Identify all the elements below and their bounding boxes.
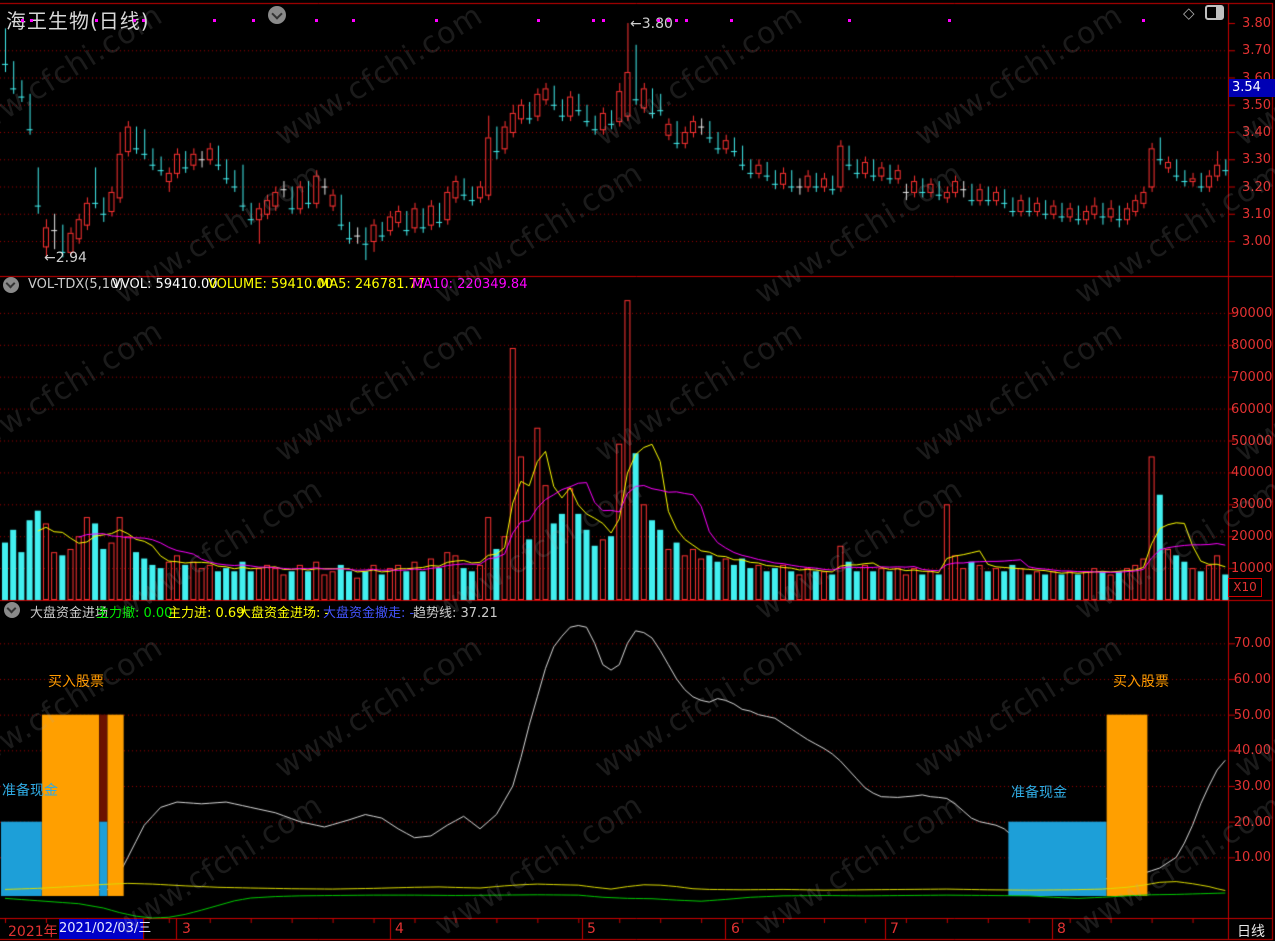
month-label-3: 3: [182, 921, 191, 937]
price-axis-label: 3.70: [1242, 43, 1271, 59]
fund-axis-label: 30.00: [1233, 778, 1271, 794]
price-axis-label: 3.80: [1242, 16, 1271, 31]
price-axis-label: 3.50: [1242, 97, 1271, 113]
volume-axis-label: 10000: [1231, 561, 1273, 577]
fund-axis-label: 20.00: [1233, 814, 1271, 830]
cash-signal-label-right: 准备现金: [1011, 785, 1067, 801]
volume-axis-label: 40000: [1231, 465, 1273, 481]
volume-axis-label: 20000: [1231, 529, 1273, 545]
month-label-5: 5: [587, 921, 596, 937]
signal-dot: [142, 19, 145, 22]
period-label[interactable]: 日线: [1237, 924, 1265, 940]
vol-header-field-0: VOL-TDX(5,10): [28, 277, 124, 292]
last-price-box: 3.54: [1229, 79, 1275, 97]
split-window-icon[interactable]: [1205, 5, 1224, 20]
fund-header-field-2: 主力进: 0.69: [168, 606, 245, 621]
volume-axis-label: 80000: [1231, 337, 1273, 353]
signal-dot: [537, 19, 540, 22]
split-window-icon-fill: [1216, 7, 1222, 18]
fund-collapse-button[interactable]: [4, 602, 20, 618]
signal-dot: [435, 19, 438, 22]
vol-header-field-3: MA5: 246781.77: [318, 277, 426, 292]
volume-axis-label: 70000: [1231, 369, 1273, 385]
price-axis-label: 3.30: [1242, 152, 1271, 168]
volume-axis-label: 90000: [1231, 305, 1273, 321]
month-label-4: 4: [395, 921, 404, 937]
signal-dot: [21, 19, 24, 22]
signal-dot: [848, 19, 851, 22]
fund-indicator-header: 大盘资金进场 主力撤: 0.00 主力进: 0.69 大盘资金进场: - 大盘资金撤走:…: [0, 602, 1228, 621]
signal-dot: [352, 19, 355, 22]
chevron-down-icon: [5, 278, 16, 289]
fund-axis-label: 40.00: [1233, 743, 1271, 759]
price-axis-label: 3.00: [1242, 234, 1271, 249]
month-label-7: 7: [890, 921, 899, 937]
price-axis-label: 3.20: [1242, 179, 1271, 195]
buy-signal-label-right: 买入股票: [1113, 674, 1169, 690]
signal-dot: [667, 19, 670, 22]
chevron-down-icon: [271, 8, 283, 20]
fund-axis-label: 10.00: [1233, 850, 1271, 866]
fund-axis-label: 50.00: [1233, 707, 1271, 723]
signal-dot: [133, 19, 136, 22]
month-label-6: 6: [731, 921, 740, 937]
diamond-icon[interactable]: ◇: [1183, 4, 1195, 22]
price-axis-label: 3.10: [1242, 206, 1271, 222]
signal-dot: [315, 19, 318, 22]
volume-multiplier-badge: X10: [1228, 578, 1262, 597]
signal-dot: [213, 19, 216, 22]
vol-collapse-button[interactable]: [3, 277, 19, 293]
high-price-annotation: ←3.80: [630, 16, 673, 32]
volume-axis-label: 50000: [1231, 433, 1273, 449]
chevron-down-icon: [6, 603, 17, 614]
fund-axis-label: 70.00: [1233, 636, 1271, 652]
signal-dot: [592, 19, 595, 22]
price-axis-label: 3.40: [1242, 125, 1271, 140]
cash-signal-label-left: 准备现金: [2, 783, 58, 799]
fund-header-field-4: 大盘资金撤走: -: [323, 606, 415, 621]
title-dropdown-button[interactable]: [268, 6, 286, 24]
month-label-8: 8: [1057, 921, 1066, 937]
fund-header-field-1: 主力撤: 0.00: [96, 606, 173, 621]
vol-header-field-2: VOLUME: 59410.00: [208, 277, 333, 292]
signal-dot: [948, 19, 951, 22]
volume-axis-label: 30000: [1231, 497, 1273, 513]
signal-dot: [95, 19, 98, 22]
volume-axis-label: 60000: [1231, 401, 1273, 417]
signal-dot: [252, 19, 255, 22]
fund-header-field-0: 大盘资金进场: [30, 606, 109, 621]
signal-dot: [657, 19, 660, 22]
signal-dot: [675, 19, 678, 22]
selected-date-box: 2021/02/03/三: [59, 919, 151, 939]
signal-dot: [602, 19, 605, 22]
fund-header-field-5: 趋势线: 37.21: [413, 606, 498, 621]
vol-header-field-4: MA10: 220349.84: [412, 277, 528, 292]
signal-dot: [30, 19, 33, 22]
signal-dot: [685, 19, 688, 22]
fund-header-field-3: 大盘资金进场: -: [238, 606, 330, 621]
year-label: 2021年: [8, 924, 58, 940]
signal-dot: [1142, 19, 1145, 22]
volume-indicator-header: VOL-TDX(5,10) VVOL: 59410.00 VOLUME: 59410…: [0, 277, 1228, 293]
low-price-annotation: ←2.94: [44, 250, 87, 266]
fund-axis-label: 60.00: [1233, 671, 1271, 687]
stock-title: 海王生物(日线): [6, 9, 150, 33]
vol-header-field-1: VVOL: 59410.00: [112, 277, 218, 292]
signal-dot: [730, 19, 733, 22]
buy-signal-label-left: 买入股票: [48, 674, 104, 690]
